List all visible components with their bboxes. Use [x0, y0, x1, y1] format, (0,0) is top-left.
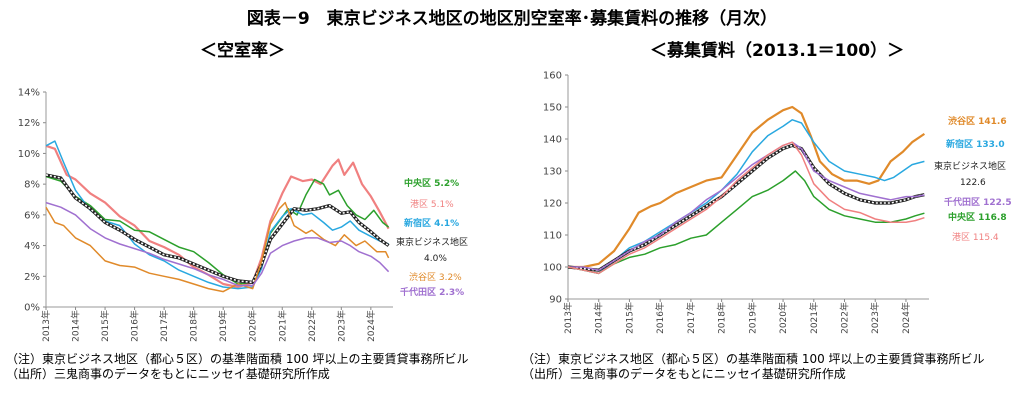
series-line-minato	[567, 141, 925, 275]
legend-chiyoda: 千代田区 2.3%	[400, 286, 464, 298]
x-tick-label: 2022年	[839, 302, 851, 334]
series-line-tokyo	[567, 144, 925, 272]
x-tick-label: 2020年	[247, 310, 259, 342]
series-line-shinjuku	[567, 119, 925, 275]
x-tick-label: 2023年	[335, 310, 347, 342]
series-line-chuo	[567, 170, 925, 275]
x-tick-label: 2013年	[562, 302, 574, 334]
y-tick-label: 0%	[24, 303, 40, 314]
left-axes: 0% 2% 4% 6% 8% 10% 12% 14% 2013年 2014年 2015年 2016年 2…	[18, 88, 393, 342]
x-tick-label: 2019年	[217, 310, 229, 342]
x-tick-label: 2018年	[716, 302, 728, 334]
series-line-tokyo-outline	[567, 143, 925, 272]
y-tick-label: 150	[543, 103, 562, 114]
y-tick-label: 10%	[18, 149, 40, 160]
right-axes: 90 100 110 120 130 140 150 160 2013年 2014年 2015年 20…	[543, 71, 929, 334]
right-chart-title: ＜募集賃料（2013.1＝100）＞	[650, 41, 905, 61]
x-tick-label: 2015年	[99, 310, 111, 342]
figure-title: 図表－9 東京ビジネス地区の地区別空室率･募集賃料の推移（月次）	[246, 9, 778, 29]
x-tick-label: 2016年	[129, 310, 141, 342]
legend-chuo-rent: 中央区 116.8	[948, 211, 1007, 223]
rent-index-chart: 90 100 110 120 130 140 150 160 2013年 2014年 2015年 20…	[543, 71, 1012, 334]
legend-tokyo-value: 4.0%	[424, 254, 447, 264]
legend-shibuya-rent: 渋谷区 141.6	[948, 115, 1007, 127]
left-chart-title: ＜空室率＞	[200, 41, 285, 61]
x-tick-label: 2014年	[593, 302, 605, 334]
x-tick-label: 2015年	[623, 302, 635, 334]
series-line-tokyo-outline	[45, 173, 390, 284]
legend-shibuya: 渋谷区 3.2%	[409, 271, 462, 283]
y-tick-label: 12%	[18, 118, 40, 129]
legend-chiyoda-rent: 千代田区 122.5	[944, 196, 1012, 208]
y-tick-label: 2%	[24, 272, 40, 283]
legend-tokyo-rent-value: 122.6	[960, 178, 986, 188]
y-tick-label: 130	[543, 167, 562, 178]
series-line-chuo	[45, 175, 390, 285]
right-note: （注）東京ビジネス地区（都心５区）の基準階面積 100 坪以上の主要賃貸事務所ビ…	[522, 352, 985, 366]
y-tick-label: 6%	[24, 210, 40, 221]
y-tick-label: 100	[543, 263, 562, 274]
x-tick-label: 2024年	[900, 302, 912, 334]
left-source: （出所）三鬼商事のデータをもとにニッセイ基礎研究所作成	[6, 367, 330, 381]
left-note: （注）東京ビジネス地区（都心５区）の基準階面積 100 坪以上の主要賃貸事務所ビ…	[6, 352, 469, 366]
x-tick-label: 2020年	[777, 302, 789, 334]
y-tick-label: 4%	[24, 241, 40, 252]
x-tick-label: 2013年	[40, 310, 52, 342]
legend-shinjuku: 新宿区 4.1%	[404, 217, 459, 229]
right-series-lines	[567, 105, 926, 275]
x-tick-label: 2022年	[306, 310, 318, 342]
y-tick-label: 110	[543, 231, 562, 242]
vacancy-rate-chart: 0% 2% 4% 6% 8% 10% 12% 14% 2013年 2014年 2015年 2016年 2…	[18, 88, 468, 342]
x-tick-label: 2016年	[654, 302, 666, 334]
y-tick-label: 140	[543, 135, 562, 146]
legend-minato: 港区 5.1%	[410, 198, 454, 210]
right-source: （出所）三鬼商事のデータをもとにニッセイ基礎研究所作成	[522, 367, 846, 381]
x-tick-label: 2023年	[869, 302, 881, 334]
left-series-lines	[45, 140, 390, 293]
series-line-shibuya	[45, 201, 390, 293]
legend-chuo: 中央区 5.2%	[404, 177, 459, 189]
x-tick-label: 2017年	[685, 302, 697, 334]
legend-tokyo-rent: 東京ビジネス地区	[934, 160, 1006, 172]
y-tick-label: 8%	[24, 180, 40, 191]
legend-tokyo: 東京ビジネス地区	[396, 236, 468, 248]
series-line-chiyoda	[45, 201, 390, 287]
legend-minato-rent: 港区 115.4	[952, 231, 999, 243]
y-tick-label: 90	[549, 295, 562, 306]
x-tick-label: 2021年	[808, 302, 820, 334]
x-tick-label: 2018年	[188, 310, 200, 342]
x-tick-label: 2024年	[365, 310, 377, 342]
x-tick-label: 2021年	[276, 310, 288, 342]
x-tick-label: 2014年	[70, 310, 82, 342]
series-line-chiyoda	[568, 141, 925, 271]
x-tick-label: 2017年	[158, 310, 170, 342]
x-tick-label: 2019年	[746, 302, 758, 334]
series-line-shibuya	[568, 105, 926, 269]
legend-shinjuku-rent: 新宿区 133.0	[946, 138, 1005, 150]
y-tick-label: 14%	[18, 88, 40, 99]
y-tick-label: 160	[543, 71, 562, 82]
y-tick-label: 120	[543, 199, 562, 210]
